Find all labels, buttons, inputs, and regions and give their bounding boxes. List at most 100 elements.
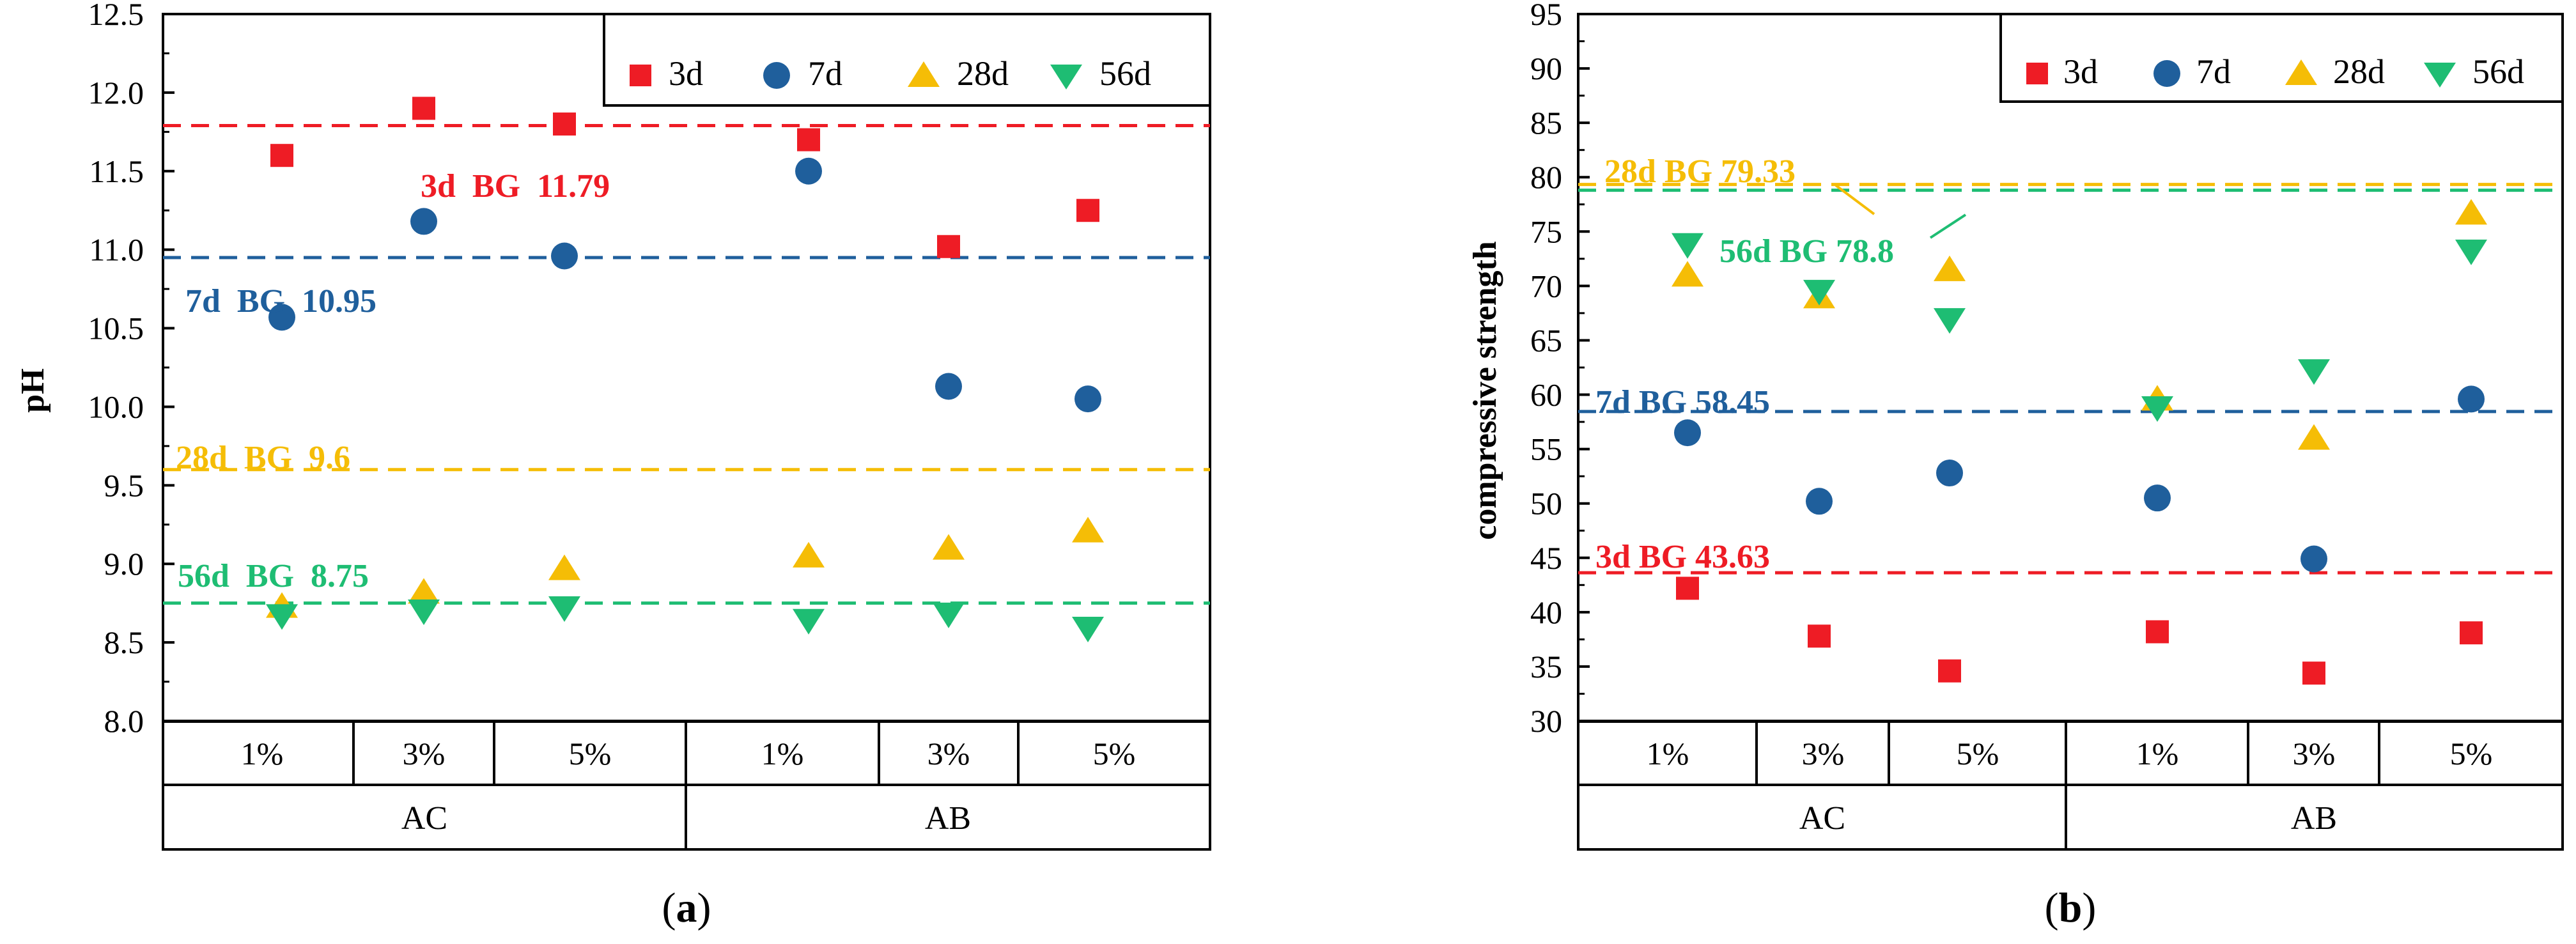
y-tick-label: 10.0	[88, 389, 144, 424]
data-point-3d	[2460, 621, 2483, 645]
panel-a-legend: 3d 7d 28d 56d	[603, 13, 1211, 107]
data-point-7d	[935, 373, 962, 400]
data-point-56d	[1803, 279, 1835, 306]
data-point-56d	[548, 596, 580, 623]
panel-a-frame	[162, 13, 1211, 723]
panel-b-chart: compressive strength 1% 3% 5% 1% 3% 5% A…	[1467, 0, 2564, 931]
panel-a-axis-table	[162, 720, 1211, 851]
data-point-7d	[551, 242, 578, 270]
data-point-3d	[1938, 659, 1961, 683]
data-point-3d	[1808, 624, 1831, 648]
panel-b-category-label: 3%	[1802, 736, 1845, 771]
data-point-28d	[548, 554, 580, 580]
data-point-56d	[1072, 616, 1104, 642]
panel-b-ref-label-7d: 7d BG 58.45	[1595, 384, 1770, 421]
data-point-28d	[1672, 261, 1703, 287]
panel-b-category-label: 5%	[1957, 736, 1999, 771]
panel-a-group-label: AC	[401, 800, 447, 837]
legend-label-7d: 7d	[808, 54, 842, 93]
data-point-7d	[1674, 419, 1701, 447]
y-tick-label: 45	[1530, 540, 1562, 576]
data-point-3d	[2302, 662, 2325, 685]
legend-marker-56d	[2424, 63, 2456, 88]
panel-b-group-label: AB	[2291, 800, 2337, 837]
panel-b-group-label: AC	[1799, 800, 1845, 837]
panel-b-caption-letter: b	[2059, 885, 2083, 931]
panel-b-category-label: 1%	[2136, 736, 2179, 771]
panel-b-ref-leader-56d	[1929, 213, 1967, 239]
legend-label-56d: 56d	[2472, 52, 2524, 91]
legend-label-3d: 3d	[669, 54, 703, 93]
data-point-56d	[1934, 308, 1966, 334]
data-point-28d	[933, 534, 965, 560]
y-tick-label: 75	[1530, 213, 1562, 249]
y-tick-label: 85	[1530, 105, 1562, 141]
panel-a-caption: (a)	[662, 885, 711, 931]
panel-b-ref-label-56d: 56d BG 78.8	[1719, 233, 1894, 270]
y-tick-label: 12.5	[88, 0, 144, 32]
y-tick-label: 55	[1530, 431, 1562, 467]
y-tick-label: 40	[1530, 594, 1562, 630]
data-point-7d	[1806, 488, 1833, 515]
legend-marker-7d	[2153, 60, 2180, 87]
panel-b-ref-leader-28d	[1835, 184, 1875, 215]
panel-a-category-label: 3%	[403, 736, 446, 771]
panel-b-ref-label-28d: 28d BG 79.33	[1604, 153, 1796, 190]
data-point-56d	[408, 599, 440, 625]
panel-a-y-axis-label: pH	[15, 368, 51, 412]
data-point-56d	[793, 608, 825, 635]
y-tick-label: 9.0	[104, 546, 144, 582]
data-point-28d	[2455, 199, 2487, 225]
y-tick-label: 95	[1530, 0, 1562, 32]
y-tick-label: 65	[1530, 322, 1562, 358]
y-tick-label: 11.5	[89, 153, 144, 189]
data-point-3d	[1676, 576, 1699, 600]
data-point-7d	[1075, 385, 1101, 413]
data-point-56d	[2141, 396, 2173, 422]
data-point-3d	[553, 112, 576, 136]
y-tick-label: 35	[1530, 649, 1562, 685]
y-tick-label: 60	[1530, 377, 1562, 413]
data-point-3d	[797, 128, 820, 151]
panel-b-category-label: 3%	[2293, 736, 2336, 771]
legend-marker-3d	[630, 65, 651, 86]
panel-a-legend-box	[603, 13, 1211, 107]
y-tick-label: 11.0	[89, 232, 144, 268]
data-point-7d	[268, 304, 295, 331]
data-point-28d	[793, 541, 825, 568]
data-point-56d	[933, 602, 965, 628]
panel-a-ref-label-28d: 28d BG 9.6	[176, 440, 350, 476]
panel-b-legend: 3d 7d 28d 56d	[1999, 13, 2564, 103]
legend-marker-28d	[908, 61, 940, 87]
data-point-7d	[795, 157, 822, 185]
data-point-7d	[1936, 460, 1963, 487]
legend-marker-28d	[2285, 59, 2317, 85]
panel-a-category-label: 5%	[569, 736, 612, 771]
y-tick-label: 70	[1530, 268, 1562, 304]
y-tick-label: 30	[1530, 703, 1562, 739]
data-point-3d	[270, 144, 293, 167]
panel-b-y-axis-label: compressive strength	[1467, 241, 1503, 540]
data-point-56d	[266, 604, 298, 630]
data-point-56d	[2455, 239, 2487, 265]
data-point-7d	[2458, 385, 2485, 413]
data-point-28d	[1934, 255, 1966, 281]
legend-label-56d: 56d	[1099, 54, 1151, 93]
y-tick-label: 9.5	[104, 467, 144, 503]
legend-label-3d: 3d	[2063, 52, 2098, 91]
panel-a-chart: pH 1% 3% 5% 1% 3% 5% AC AB 8.0 8.5 9.0 9.5 1…	[15, 0, 1211, 931]
legend-marker-56d	[1050, 65, 1082, 89]
panel-b-axis-table	[1577, 720, 2564, 851]
panel-b-category-label: 1%	[1647, 736, 1689, 771]
y-tick-label: 12.0	[88, 75, 144, 111]
legend-label-28d: 28d	[2333, 52, 2385, 91]
panel-b-frame	[1577, 13, 2564, 723]
y-tick-label: 10.5	[88, 311, 144, 346]
panel-a-group-label: AB	[925, 800, 971, 837]
data-point-7d	[410, 208, 437, 235]
data-point-3d	[412, 97, 435, 120]
legend-marker-7d	[763, 62, 790, 89]
panel-a-ref-label-3d: 3d BG 11.79	[421, 168, 610, 205]
data-point-56d	[2298, 359, 2330, 385]
